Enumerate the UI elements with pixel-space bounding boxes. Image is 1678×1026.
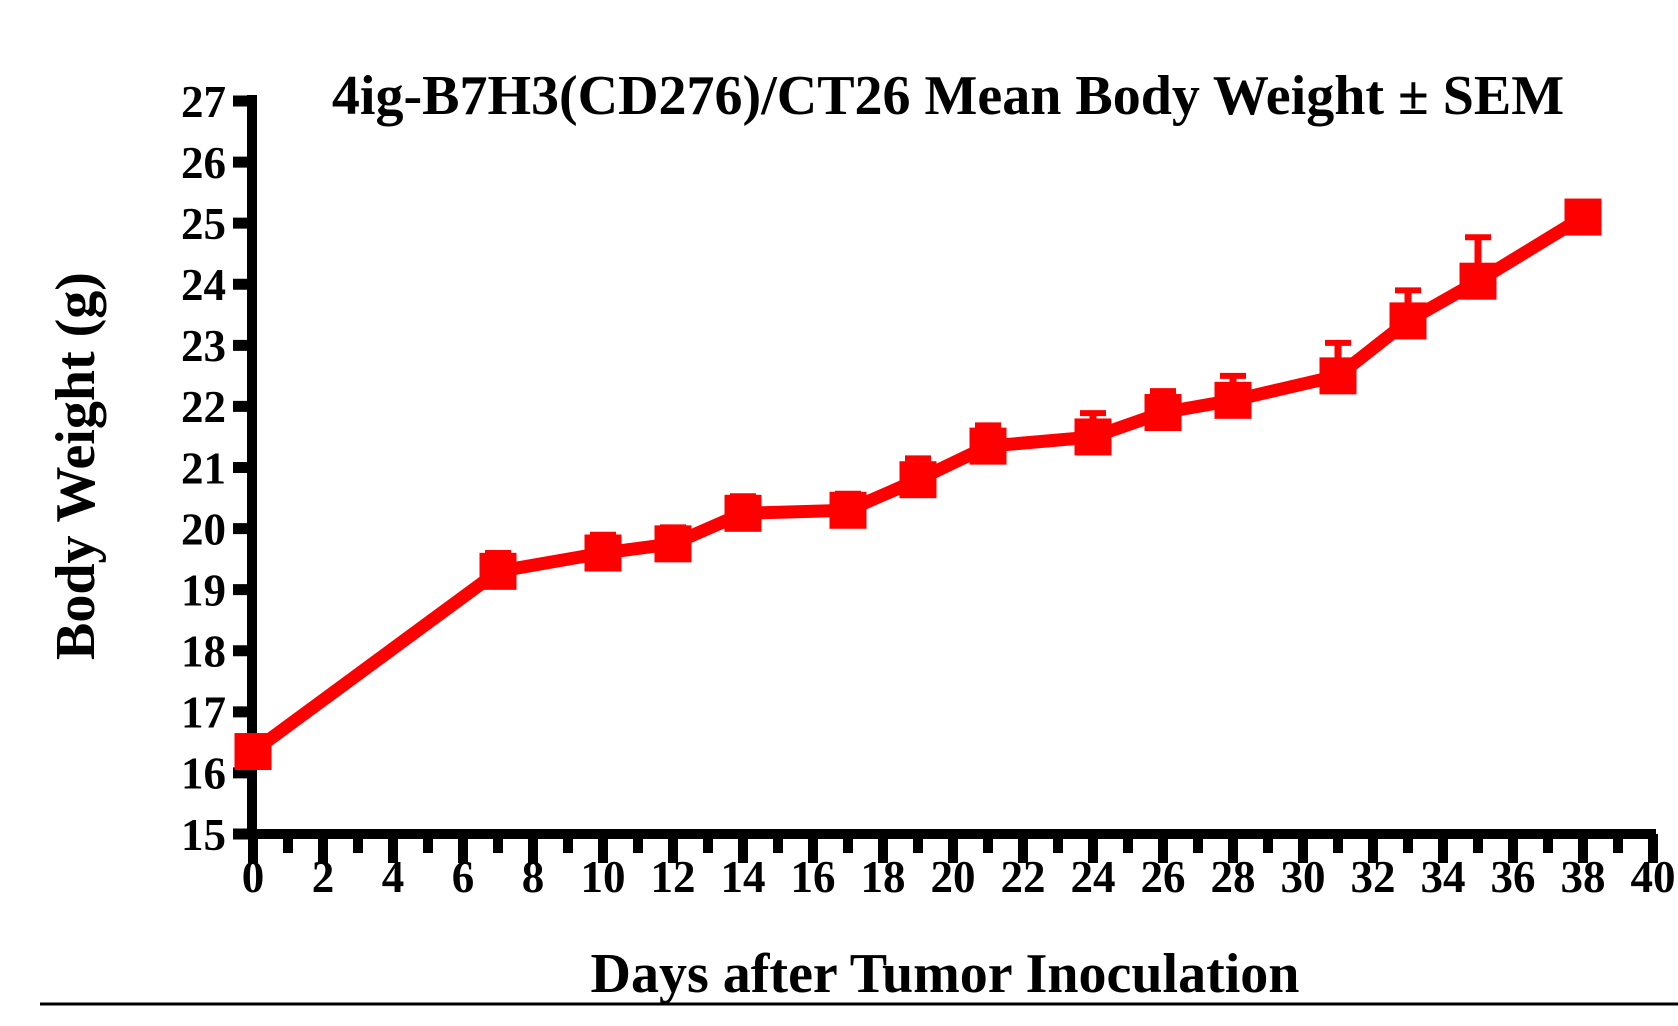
x-tick-label: 26 [1141,852,1186,902]
data-point-marker [969,427,1007,465]
data-point-marker [1564,198,1602,236]
x-tick-label: 12 [651,852,696,902]
y-tick-label: 20 [181,504,226,554]
data-point-marker [584,534,622,572]
y-tick-label: 21 [181,443,226,493]
y-tick-label: 25 [181,199,226,249]
x-tick-label: 20 [931,852,976,902]
x-tick-label: 38 [1561,852,1606,902]
chart-figure: 15 16 17 18 19 20 21 22 23 24 25 26 27 0 2 4 6 8 10 12 14 16 1… [40,16,1678,1010]
series-layer [234,198,1602,771]
data-point-marker [1459,262,1497,300]
y-tick-label: 15 [181,810,226,860]
data-point-marker [829,491,867,529]
data-point-marker [724,494,762,532]
y-tick-label: 24 [181,260,226,310]
x-tick-label: 32 [1351,852,1396,902]
x-tick-label: 6 [452,852,475,902]
x-tick-label: 18 [861,852,906,902]
y-tick-label: 19 [181,565,226,615]
data-point-marker [899,461,937,499]
y-axis-title: Body Weight (g) [45,272,107,660]
x-tick-label: 24 [1071,852,1116,902]
x-tick-label: 16 [791,852,836,902]
data-point-marker [1074,418,1112,456]
data-point-marker [1144,394,1182,432]
data-point-marker [1319,357,1357,395]
x-tick-label: 28 [1211,852,1256,902]
y-tick-label: 16 [181,749,226,799]
x-tick-label: 30 [1281,852,1326,902]
x-tick-label: 2 [312,852,335,902]
data-point-marker [479,552,517,590]
data-point-marker [1214,381,1252,419]
x-axis-title: Days after Tumor Inoculation [591,943,1300,1005]
y-tick-label: 26 [181,138,226,188]
y-tick-label: 27 [181,77,226,127]
data-point-marker [1389,302,1427,340]
x-tick-label: 4 [382,852,405,902]
y-tick-label: 22 [181,382,226,432]
y-tick-label: 17 [181,688,226,738]
x-tick-label: 0 [242,852,265,902]
y-tick-label: 18 [181,627,226,677]
data-point-marker [654,525,692,563]
x-tick-label: 14 [721,852,766,902]
chart-title: 4ig-B7H3(CD276)/CT26 Mean Body Weight ± … [332,65,1564,127]
data-point-marker [234,733,272,771]
x-tick-label: 36 [1491,852,1536,902]
x-tick-label: 10 [581,852,626,902]
y-tick-label: 23 [181,321,226,371]
x-tick-label: 8 [522,852,545,902]
x-tick-label: 40 [1631,852,1676,902]
x-tick-label: 34 [1421,852,1466,902]
x-tick-label: 22 [1001,852,1046,902]
